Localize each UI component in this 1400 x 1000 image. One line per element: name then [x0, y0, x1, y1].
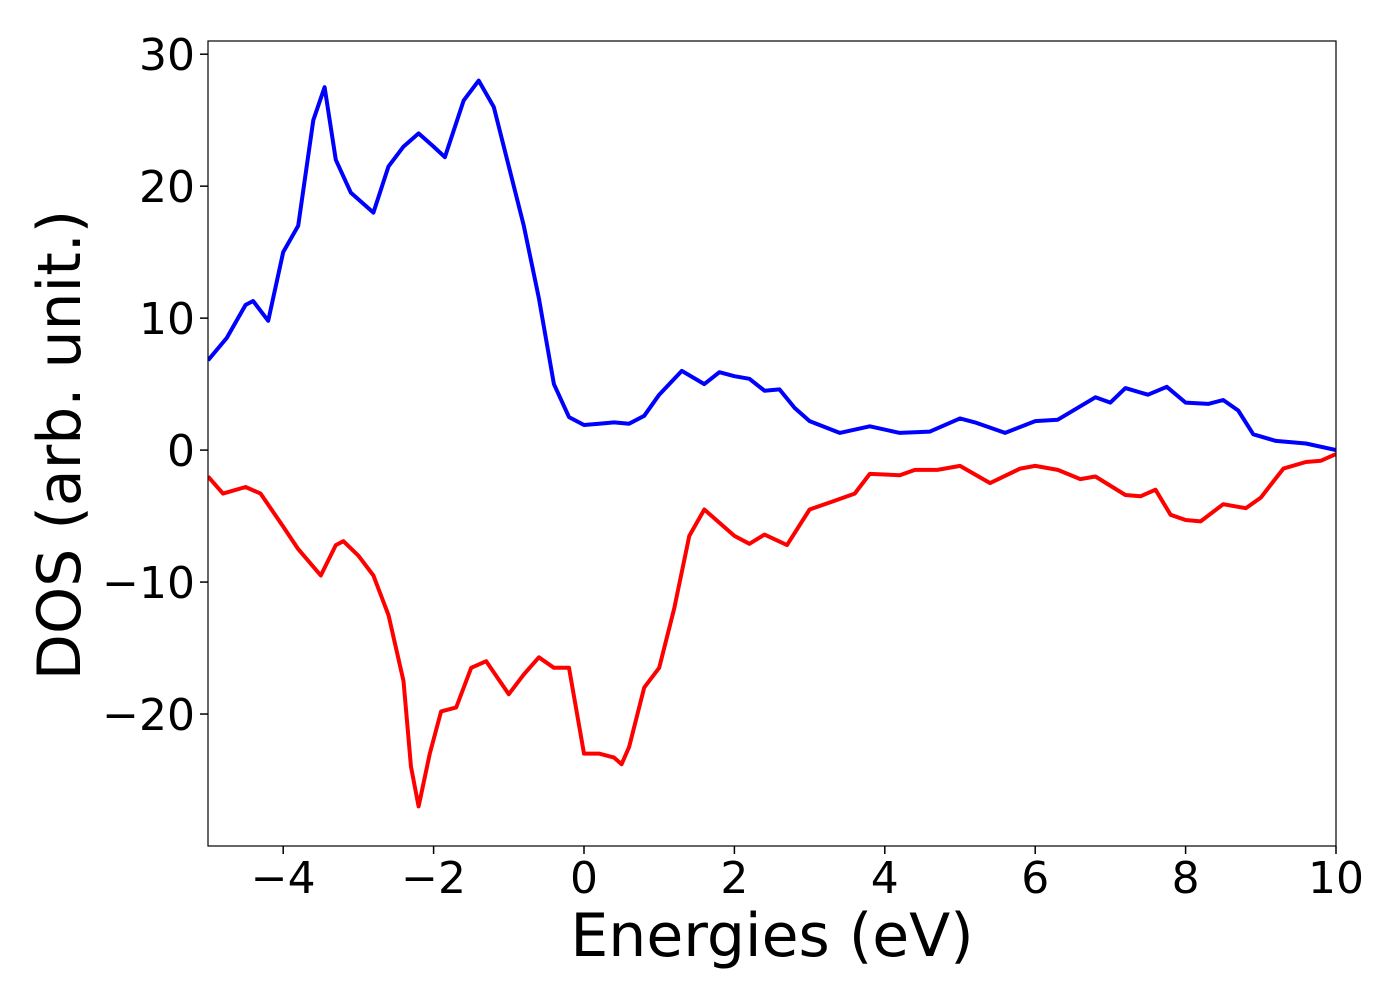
y-tick-label: 30	[139, 30, 195, 81]
x-tick-label: 0	[570, 853, 598, 904]
x-tick-label: 10	[1308, 853, 1364, 904]
y-tick-label: 20	[139, 162, 195, 213]
y-axis-label: DOS (arb. unit.)	[25, 210, 95, 680]
y-tick-label: 0	[167, 426, 195, 477]
y-tick-label: 10	[139, 294, 195, 345]
x-tick-label: −4	[251, 853, 316, 904]
x-tick-label: 2	[720, 853, 748, 904]
x-tick-label: 8	[1172, 853, 1200, 904]
y-tick-label: −20	[102, 690, 195, 741]
y-tick-label: −10	[102, 558, 195, 609]
x-tick-label: 4	[871, 853, 899, 904]
series-line	[208, 78, 1336, 453]
plot-frame	[207, 40, 1337, 847]
x-tick-label: −2	[401, 853, 466, 904]
x-axis-label: Energies (eV)	[570, 901, 973, 971]
x-tick-label: 6	[1021, 853, 1049, 904]
series-line	[208, 452, 1336, 809]
